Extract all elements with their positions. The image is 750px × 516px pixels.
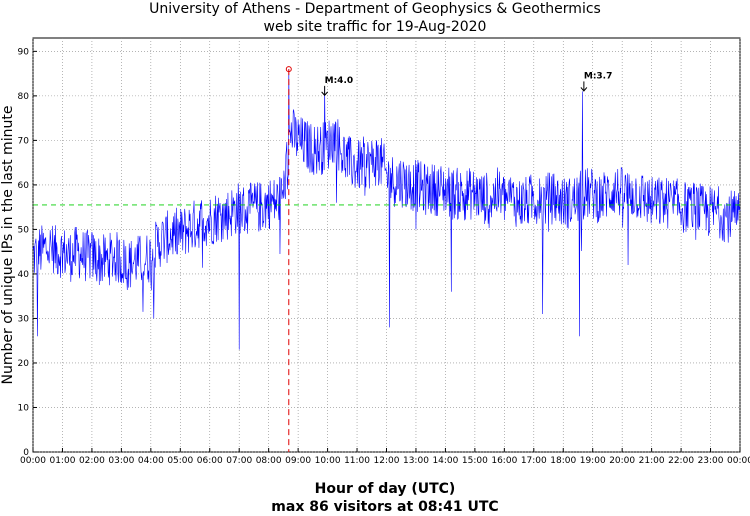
y-tick-label: 60 bbox=[18, 181, 30, 191]
x-tick-label: 10:00 bbox=[315, 456, 341, 466]
x-tick-label: 17:00 bbox=[521, 456, 547, 466]
y-tick-label: 20 bbox=[18, 359, 30, 369]
y-tick-label: 0 bbox=[23, 448, 29, 458]
x-tick-label: 03:00 bbox=[108, 456, 134, 466]
x-tick-label: 09:00 bbox=[285, 456, 311, 466]
y-tick-label: 40 bbox=[18, 270, 30, 280]
chart-title-block: University of Athens - Department of Geo… bbox=[0, 0, 750, 36]
x-tick-label: 00:00 bbox=[727, 456, 750, 466]
annotation-arrow-head bbox=[580, 87, 588, 92]
x-tick-label: 05:00 bbox=[167, 456, 193, 466]
y-tick-label: 90 bbox=[18, 47, 30, 57]
x-tick-label: 19:00 bbox=[580, 456, 606, 466]
y-tick-label: 30 bbox=[18, 314, 30, 324]
x-tick-label: 16:00 bbox=[491, 456, 517, 466]
chart-title: University of Athens - Department of Geo… bbox=[149, 1, 601, 17]
x-tick-label: 14:00 bbox=[432, 456, 458, 466]
x-tick-label: 18:00 bbox=[550, 456, 576, 466]
y-tick-label: 70 bbox=[18, 136, 30, 146]
x-tick-label: 22:00 bbox=[668, 456, 694, 466]
x-tick-label: 08:00 bbox=[256, 456, 282, 466]
x-tick-label: 02:00 bbox=[79, 456, 105, 466]
x-tick-label: 06:00 bbox=[197, 456, 223, 466]
x-tick-label: 01:00 bbox=[49, 456, 75, 466]
x-tick-label: 11:00 bbox=[344, 456, 370, 466]
x-tick-label: 21:00 bbox=[639, 456, 665, 466]
annotation-arrow-head bbox=[321, 91, 329, 97]
x-tick-label: 13:00 bbox=[403, 456, 429, 466]
x-tick-label: 15:00 bbox=[462, 456, 488, 466]
max-marker-point bbox=[285, 66, 292, 73]
chart-footer: max 86 visitors at 08:41 UTC bbox=[271, 499, 499, 515]
earthquake-annotation-label: M:4.0 bbox=[325, 76, 354, 86]
x-tick-label: 12:00 bbox=[374, 456, 400, 466]
x-tick-label: 20:00 bbox=[609, 456, 635, 466]
x-tick-label: 04:00 bbox=[138, 456, 164, 466]
x-axis-label-block: Hour of day (UTC) max 86 visitors at 08:… bbox=[0, 480, 750, 516]
x-tick-label: 00:00 bbox=[20, 456, 46, 466]
y-tick-label: 10 bbox=[18, 403, 30, 413]
chart-subtitle: web site traffic for 19-Aug-2020 bbox=[263, 19, 487, 35]
traffic-series-line bbox=[32, 69, 741, 350]
x-tick-label: 07:00 bbox=[226, 456, 252, 466]
y-tick-label: 50 bbox=[18, 225, 30, 235]
x-axis-label: Hour of day (UTC) bbox=[314, 481, 456, 497]
x-tick-label: 23:00 bbox=[698, 456, 724, 466]
y-tick-label: 80 bbox=[18, 92, 30, 102]
earthquake-annotation-label: M:3.7 bbox=[584, 71, 613, 81]
